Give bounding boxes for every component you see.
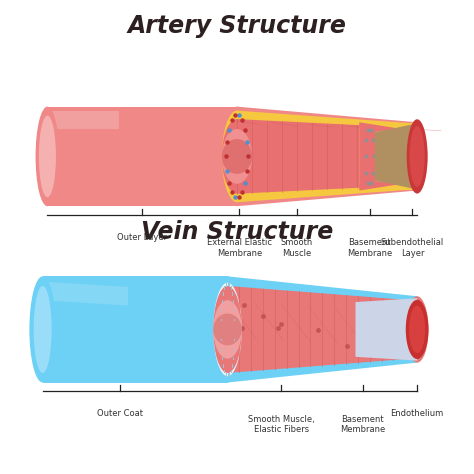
Text: Smooth Muscle,
Elastic Fibers: Smooth Muscle, Elastic Fibers bbox=[248, 415, 315, 434]
Ellipse shape bbox=[213, 300, 242, 359]
Polygon shape bbox=[356, 298, 417, 361]
Polygon shape bbox=[375, 126, 417, 187]
Ellipse shape bbox=[29, 276, 56, 383]
Polygon shape bbox=[47, 110, 118, 129]
Ellipse shape bbox=[409, 306, 425, 353]
Text: Basement
Membrane: Basement Membrane bbox=[340, 415, 385, 434]
Text: Smooth
Muscle: Smooth Muscle bbox=[281, 238, 313, 258]
Polygon shape bbox=[237, 110, 417, 202]
Ellipse shape bbox=[213, 283, 242, 376]
Polygon shape bbox=[228, 276, 417, 383]
Ellipse shape bbox=[213, 286, 242, 373]
Polygon shape bbox=[237, 119, 417, 194]
Ellipse shape bbox=[410, 126, 425, 187]
Text: Vein Structure: Vein Structure bbox=[141, 220, 333, 244]
Ellipse shape bbox=[36, 107, 59, 206]
Polygon shape bbox=[43, 282, 128, 306]
Ellipse shape bbox=[407, 119, 428, 193]
Polygon shape bbox=[47, 107, 237, 206]
Polygon shape bbox=[359, 122, 417, 191]
Ellipse shape bbox=[406, 296, 428, 363]
Text: Artery Structure: Artery Structure bbox=[128, 14, 346, 38]
Polygon shape bbox=[359, 122, 417, 191]
Ellipse shape bbox=[406, 300, 428, 359]
Ellipse shape bbox=[222, 119, 252, 194]
Ellipse shape bbox=[222, 139, 252, 174]
Text: Outer Layer: Outer Layer bbox=[117, 233, 167, 242]
Ellipse shape bbox=[34, 286, 52, 373]
Polygon shape bbox=[228, 286, 417, 373]
Ellipse shape bbox=[213, 276, 242, 383]
Ellipse shape bbox=[39, 116, 56, 197]
Text: Basement
Membrane: Basement Membrane bbox=[347, 238, 392, 258]
Text: External Elastic
Membrane: External Elastic Membrane bbox=[207, 238, 272, 258]
Polygon shape bbox=[237, 107, 417, 206]
Polygon shape bbox=[375, 123, 417, 190]
Text: Outer Coat: Outer Coat bbox=[97, 409, 143, 418]
Polygon shape bbox=[43, 276, 228, 383]
Ellipse shape bbox=[222, 110, 252, 202]
Ellipse shape bbox=[222, 107, 252, 206]
Text: Subendothelial
Layer: Subendothelial Layer bbox=[381, 238, 444, 258]
Text: Endothelium: Endothelium bbox=[391, 409, 444, 418]
Ellipse shape bbox=[222, 129, 252, 184]
Ellipse shape bbox=[407, 122, 428, 191]
Ellipse shape bbox=[213, 313, 242, 346]
